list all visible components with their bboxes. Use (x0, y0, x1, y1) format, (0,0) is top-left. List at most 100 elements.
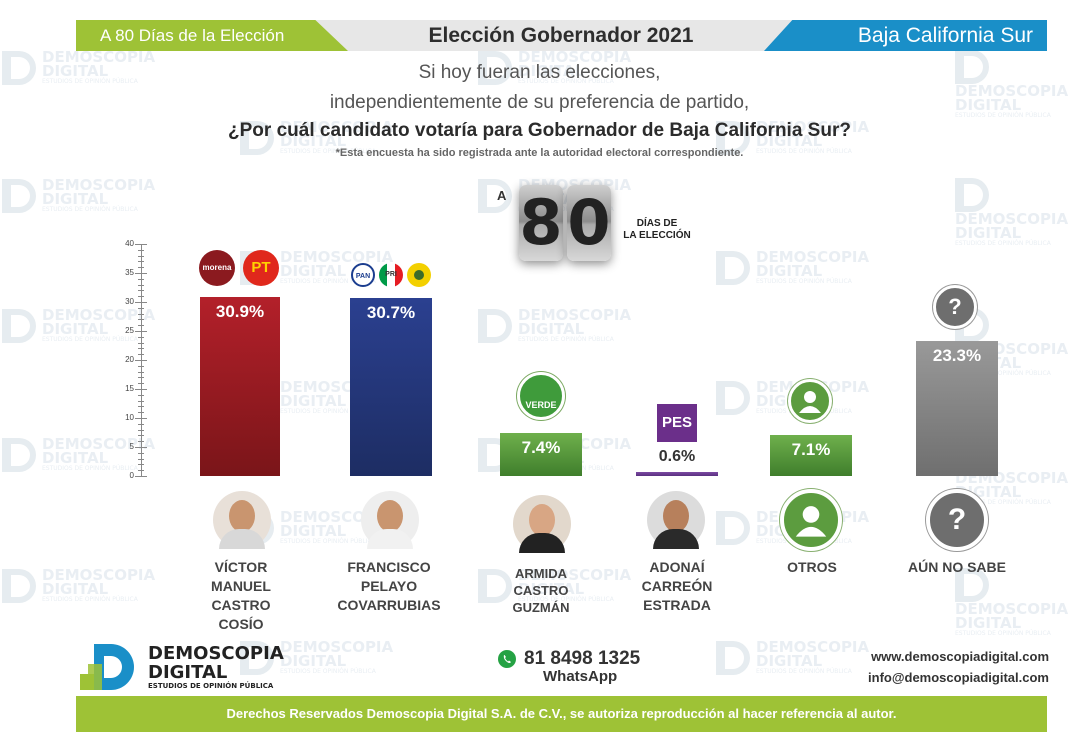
y-minor-tick (138, 336, 144, 338)
y-minor-tick (138, 464, 144, 466)
bar-1: 30.7% (350, 297, 432, 476)
y-minor-tick (138, 470, 144, 472)
brand-d-icon (80, 644, 136, 690)
header-banner: A 80 Días de la Elección Elección Gobern… (76, 20, 1047, 51)
website-link[interactable]: www.demoscopiadigital.com (871, 649, 1049, 664)
countdown-digit-2: 0 (567, 185, 611, 261)
brand-line-1: DEMOSCOPIA (148, 643, 284, 664)
y-major-tick (135, 273, 147, 274)
watermark-d-icon (716, 120, 750, 155)
y-minor-tick (138, 348, 144, 350)
watermark-d-icon (955, 568, 989, 602)
y-minor-tick (138, 435, 144, 437)
question-line-2: independientemente de su preferencia de … (329, 92, 750, 113)
watermark-d-icon (478, 50, 512, 85)
watermark-d-icon (2, 50, 36, 85)
name-line: PELAYO (360, 578, 418, 594)
local-party-emblem-icon (414, 270, 424, 280)
y-tick-label: 40 (125, 239, 134, 248)
y-tick-label: 0 (129, 471, 134, 480)
bar-value-label: 0.6% (658, 448, 696, 465)
watermark-d-icon (2, 178, 36, 213)
watermark-d-icon (716, 640, 750, 675)
watermark-d-icon (2, 308, 36, 343)
y-tick-label: 30 (125, 297, 134, 306)
candidate-photo-castro-guzman (513, 495, 571, 553)
pes-logo: PES (657, 404, 697, 442)
y-minor-tick (138, 412, 144, 414)
bar-3 (636, 472, 718, 476)
bar-2: 7.4% (500, 433, 582, 476)
watermark-d-icon (716, 510, 750, 545)
y-major-tick (135, 331, 147, 332)
header-title: Elección Gobernador 2021 (428, 24, 694, 47)
bar-value-label: 30.9% (215, 301, 265, 321)
y-minor-tick (138, 371, 144, 373)
y-minor-tick (138, 452, 144, 454)
candidate-name-aun-no-sabe: AÚN NO SABE (896, 558, 1018, 577)
undecided-question-icon: ? (933, 285, 977, 329)
y-minor-tick (138, 278, 144, 280)
otros-person-icon (788, 379, 832, 423)
header-left-tag: A 80 Días de la Elección (76, 20, 348, 51)
y-minor-tick (138, 429, 144, 431)
face-shape (229, 500, 255, 532)
candidate-name-carreon-estrada: ADONAÍ CARREÓN ESTRADA (626, 558, 728, 615)
y-tick-label: 20 (125, 355, 134, 364)
name-line: ESTRADA (643, 597, 711, 613)
y-minor-tick (138, 383, 144, 385)
name-line: CARREÓN (641, 578, 713, 594)
question-line-3: ¿Por cuál candidato votaría para Goberna… (228, 120, 851, 141)
bar-value-label: 7.4% (521, 438, 561, 458)
watermark-d-icon (478, 308, 512, 343)
bar-value-label: 30.7% (366, 302, 416, 322)
y-minor-tick (138, 267, 144, 269)
header-region: Baja California Sur (764, 20, 1047, 51)
pri-logo: PRI (379, 263, 403, 287)
whatsapp-phone: 81 8498 1325 (524, 648, 641, 669)
candidate-name-pelayo-covarrubias: FRANCISCO PELAYO COVARRUBIAS (322, 558, 456, 615)
y-major-tick (135, 302, 147, 303)
y-minor-tick (138, 313, 144, 315)
morena-logo: morena (199, 250, 235, 286)
y-tick-label: 35 (125, 268, 134, 277)
name-line: CASTRO (513, 583, 569, 598)
y-tick-label: 10 (125, 413, 134, 422)
y-minor-tick (138, 400, 144, 402)
watermark-d-icon (955, 50, 989, 84)
y-minor-tick (138, 325, 144, 327)
countdown-label: DÍAS DE LA ELECCIÓN (621, 218, 693, 242)
candidate-photo-pelayo-covarrubias (361, 491, 419, 549)
watermark-d-icon (240, 640, 274, 675)
brand-line-2: DIGITAL (148, 662, 228, 683)
watermark-d-icon (240, 120, 274, 155)
name-line: OTROS (787, 559, 837, 575)
y-minor-tick (138, 261, 144, 263)
face-shape (377, 500, 403, 532)
countdown-prefix: A (497, 188, 507, 203)
watermark-d-icon (2, 568, 36, 603)
y-minor-tick (138, 307, 144, 309)
name-line: FRANCISCO (347, 559, 431, 575)
verde-logo-text: VERDE (525, 400, 557, 410)
rights-footer: Derechos Reservados Demoscopia Digital S… (76, 696, 1047, 732)
otros-large-person-icon (780, 489, 842, 551)
face-shape (529, 504, 555, 536)
y-minor-tick (138, 458, 144, 460)
watermark-d-icon (716, 380, 750, 415)
name-line: MANUEL (211, 578, 271, 594)
candidate-name-castro-guzman: ARMIDA CASTRO GUZMÁN (490, 565, 592, 616)
email-link[interactable]: info@demoscopiadigital.com (868, 670, 1049, 685)
name-line: VÍCTOR (214, 559, 268, 575)
y-minor-tick (138, 365, 144, 367)
bar-value-label: 23.3% (932, 345, 982, 365)
